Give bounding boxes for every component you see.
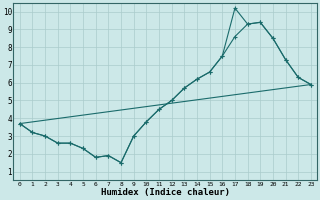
X-axis label: Humidex (Indice chaleur): Humidex (Indice chaleur)	[101, 188, 230, 197]
